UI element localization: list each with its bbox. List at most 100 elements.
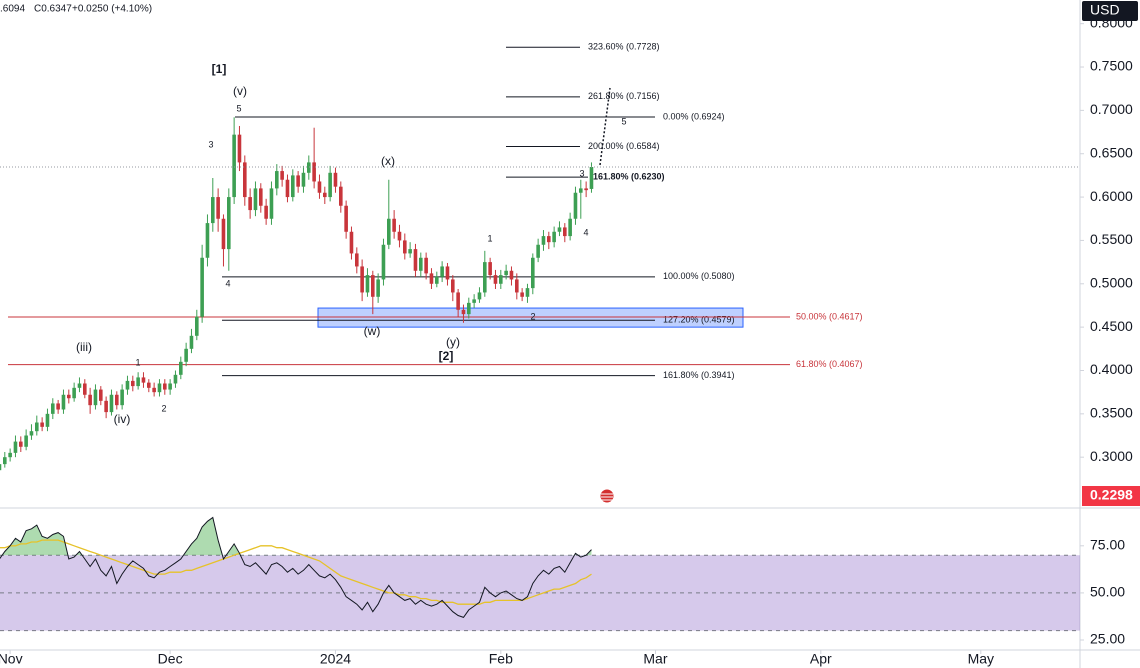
candle-body xyxy=(339,186,343,206)
candle-body xyxy=(104,400,108,413)
candle-body xyxy=(109,394,114,413)
candle-body xyxy=(189,335,194,349)
candle-body xyxy=(40,422,44,427)
candle-body xyxy=(99,389,103,401)
candle-body xyxy=(93,389,98,406)
candle-body xyxy=(29,431,34,436)
candle-body xyxy=(541,236,546,245)
candle-body xyxy=(520,292,524,297)
candle-body xyxy=(163,383,167,390)
candle-body xyxy=(579,188,583,193)
candle-body xyxy=(83,383,87,395)
candle-body xyxy=(3,457,7,465)
candle-body xyxy=(35,422,39,432)
candle-body xyxy=(456,292,460,310)
candle-body xyxy=(376,279,380,297)
candle-body xyxy=(205,223,210,258)
wave-label: [1] xyxy=(212,62,227,76)
wave-label: (iii) xyxy=(76,340,92,354)
level-label: 161.80% (0.6230) xyxy=(593,172,665,182)
y-tick-label: 0.4500 xyxy=(1090,318,1133,334)
wave-label: (w) xyxy=(364,324,381,338)
header-open: .6094 xyxy=(0,4,25,15)
candle-body xyxy=(429,273,434,284)
candle-body xyxy=(301,172,306,187)
candle-body xyxy=(413,249,418,271)
candle-body xyxy=(291,175,295,198)
candle-body xyxy=(584,188,588,191)
wave-label: (v) xyxy=(233,84,247,98)
candle-body xyxy=(387,218,391,245)
candle-body xyxy=(381,244,386,280)
value-badge-text: 0.2298 xyxy=(1090,487,1133,503)
candle-body xyxy=(424,257,428,274)
currency: USD xyxy=(1090,2,1120,18)
currency-badge[interactable] xyxy=(1082,1,1138,21)
wave-label: (x) xyxy=(381,154,395,168)
candle-body xyxy=(355,253,359,267)
candle-body xyxy=(13,441,18,453)
rsi-line xyxy=(0,516,592,618)
candle-body xyxy=(504,270,508,276)
candle-body xyxy=(317,181,322,193)
candle-body xyxy=(419,257,423,271)
candle-body xyxy=(328,172,332,198)
wave-label: 2 xyxy=(530,311,535,321)
wave-label: 3 xyxy=(579,168,584,178)
candle-body xyxy=(173,374,178,384)
candle-body xyxy=(509,270,514,280)
candle-body xyxy=(349,231,354,254)
candle-body xyxy=(200,257,204,317)
wave-label: 2 xyxy=(161,403,166,413)
candle-body xyxy=(51,403,55,414)
candle-body xyxy=(568,218,572,237)
candle-body xyxy=(467,302,471,315)
x-tick-label: May xyxy=(968,651,994,667)
candle-body xyxy=(563,227,567,237)
candle-body xyxy=(483,262,487,293)
level-label: 100.00% (0.5080) xyxy=(663,271,735,281)
level-label: 323.60% (0.7728) xyxy=(588,42,660,52)
candle-body xyxy=(285,179,290,198)
candle-body xyxy=(531,257,535,289)
candle-body xyxy=(211,197,215,224)
candle-body xyxy=(515,279,519,293)
rsi-y-tick-label: 75.00 xyxy=(1090,537,1125,553)
candle-body xyxy=(168,383,172,390)
candle-body xyxy=(547,236,551,243)
candle-body xyxy=(344,205,348,232)
event-icon[interactable] xyxy=(599,488,615,504)
level-label: 61.80% (0.4067) xyxy=(796,359,863,369)
x-tick-label: 2024 xyxy=(320,651,351,667)
candle-body xyxy=(461,309,466,315)
candle-body xyxy=(195,316,199,336)
level-label: 127.20% (0.4579) xyxy=(663,315,735,325)
y-tick-label: 0.3000 xyxy=(1090,448,1133,464)
candle-body xyxy=(557,227,562,232)
candle-body xyxy=(323,192,327,198)
candle-body xyxy=(152,387,156,393)
candle-body xyxy=(216,197,220,219)
y-tick-label: 0.5000 xyxy=(1090,274,1133,290)
price-panel: 0.80000.75000.70000.65000.60000.55000.50… xyxy=(0,14,1133,667)
candle-body xyxy=(312,162,316,182)
candle-body xyxy=(445,266,450,280)
candle-body xyxy=(477,292,482,300)
rsi-panel: 75.00 50.00 25.00 xyxy=(0,516,1125,647)
candle-body xyxy=(8,452,12,458)
y-tick-label: 0.3500 xyxy=(1090,405,1133,421)
candle-body xyxy=(243,162,247,198)
candle-body xyxy=(499,275,503,284)
y-tick-label: 0.4000 xyxy=(1090,361,1133,377)
rsi-y-tick-label: 25.00 xyxy=(1090,631,1125,647)
level-label: 261.80% (0.7156) xyxy=(588,91,660,101)
candle-body xyxy=(179,361,183,375)
rsi-y-tick-label: 50.00 xyxy=(1090,584,1125,600)
candle-body xyxy=(237,134,242,163)
candle-body xyxy=(157,383,162,393)
candle-body xyxy=(248,197,252,211)
y-tick-label: 0.7000 xyxy=(1090,101,1133,117)
value-badge xyxy=(1082,486,1140,506)
candle-body xyxy=(141,377,146,383)
